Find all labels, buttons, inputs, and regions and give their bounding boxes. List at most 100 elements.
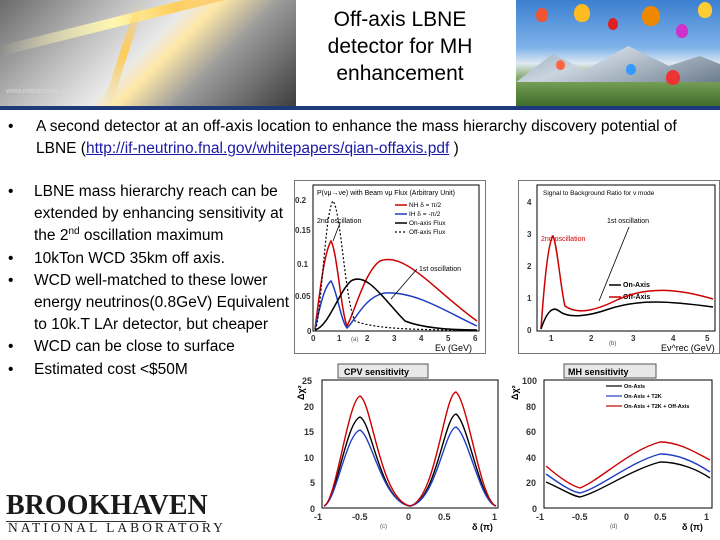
- plot-c-ylabel: Δχ²: [296, 385, 306, 400]
- ytick: 10: [304, 453, 314, 463]
- ytick: 5: [310, 478, 315, 488]
- header-divider: [0, 106, 720, 110]
- legend-label: Off-Axis: [623, 294, 650, 301]
- list-item: • 10kTon WCD 35km off axis.: [8, 248, 304, 270]
- ytick: 0.2: [295, 196, 307, 205]
- bullet-dot: •: [8, 118, 14, 135]
- ytick: 20: [526, 478, 536, 488]
- header-photo-balloons: [516, 0, 720, 106]
- legend-label: IH δ = -π/2: [409, 211, 441, 218]
- plot-d-xlabel: δ (π): [682, 522, 703, 532]
- xtick: 2: [365, 334, 370, 343]
- ytick: 80: [526, 402, 536, 412]
- ytick: 0.1: [297, 260, 309, 269]
- legend-label: On-axis Flux: [409, 220, 446, 227]
- ytick: 0.15: [295, 226, 311, 235]
- plot-signal-background-ratio: Signal to Background Ratio for ν mode 4 …: [518, 180, 720, 354]
- ytick: 0: [307, 327, 312, 336]
- legend-label: On-Axis: [624, 384, 645, 390]
- plot-a-panel: (a): [351, 337, 358, 343]
- bullet-text: WCD can be close to surface: [34, 338, 235, 356]
- ytick: 60: [526, 427, 536, 437]
- logo-bottom-text: NATIONAL LABORATORY: [8, 520, 226, 535]
- plot-b-xlabel: Eν^rec (GeV): [661, 343, 715, 353]
- bullet-text: LBNE mass hierarchy reach can be extende…: [34, 183, 284, 245]
- plot-b-title: Signal to Background Ratio for ν mode: [543, 190, 655, 197]
- ytick: 3: [527, 230, 532, 239]
- plot-c-title: CPV sensitivity: [344, 367, 409, 377]
- legend-label: NH δ = π/2: [409, 202, 442, 209]
- plot-c-xlabel: δ (π): [472, 522, 493, 532]
- xtick: 3: [631, 334, 636, 343]
- bullet-dot: •: [8, 360, 14, 378]
- xtick: 1: [337, 334, 342, 343]
- plot-c-panel: (c): [380, 524, 387, 530]
- bullet-dot: •: [8, 338, 14, 356]
- ytick: 0: [527, 326, 532, 335]
- slide-title: Off-axis LBNE detector for MH enhancemen…: [327, 8, 473, 85]
- xtick: 1: [704, 512, 709, 522]
- bullet-intro-tail: ): [449, 140, 459, 157]
- bullet-dot: •: [8, 271, 14, 289]
- mh-curve-on-axis: [545, 461, 711, 498]
- bullet-sup: nd: [68, 226, 80, 238]
- ytick: 4: [527, 198, 532, 207]
- mh-curve-t2k: [545, 453, 711, 494]
- xtick: 2: [589, 334, 594, 343]
- ytick: 1: [527, 294, 532, 303]
- ytick: 25: [302, 376, 312, 386]
- legend-label: On-Axis + T2K + Off-Axis: [624, 404, 689, 410]
- ytick: 15: [304, 427, 314, 437]
- xtick: -1: [314, 512, 322, 522]
- bullet-dot: •: [8, 249, 14, 267]
- list-item: • LBNE mass hierarchy reach can be exten…: [8, 181, 304, 248]
- plot-d-title: MH sensitivity: [568, 367, 629, 377]
- plot-b-panel: (b): [609, 341, 616, 347]
- on-axis-ratio-curve: [540, 301, 714, 330]
- xtick: 0: [406, 512, 411, 522]
- mh-curve-off-axis: [545, 441, 711, 489]
- xtick: -1: [536, 512, 544, 522]
- plot-a-title: P(νμ→νe) with Beam νμ Flux (Arbitrary Un…: [317, 190, 455, 197]
- xtick: 0.5: [438, 512, 451, 522]
- list-item: • WCD well-matched to these lower energy…: [8, 270, 304, 337]
- plot-b-1st-label: 1st oscillation: [607, 218, 649, 225]
- bullet-text-tail: oscillation maximum: [79, 227, 224, 245]
- plot-cpv-sensitivity: CPV sensitivity Δχ² 25 20 15 10 5 0 -1 -…: [296, 362, 506, 532]
- bullet-dot: •: [8, 183, 14, 200]
- ytick: 0.05: [295, 292, 311, 301]
- logo-top-text: BROOKHAVEN: [6, 490, 208, 521]
- xtick: 1: [492, 512, 497, 522]
- plot-b-2nd-label: 2nd oscillation: [541, 236, 585, 243]
- plot-a-2nd-label: 2nd oscillation: [317, 218, 361, 225]
- legend-label: Off-axis Flux: [409, 229, 446, 236]
- xtick: 3: [392, 334, 397, 343]
- xtick: 0.5: [654, 512, 667, 522]
- xtick: -0.5: [572, 512, 588, 522]
- ytick: 2: [527, 262, 532, 271]
- xtick: 4: [419, 334, 424, 343]
- legend-label: On-Axis + T2K: [624, 394, 662, 400]
- ih-curve: [314, 279, 478, 330]
- plot-d-ylabel: Δχ²: [510, 385, 520, 400]
- bullet-text: Estimated cost <$50M: [34, 360, 188, 378]
- xtick: 6: [473, 334, 478, 343]
- cpv-curve-3: [323, 391, 497, 507]
- whitepaper-link[interactable]: http://if-neutrino.fnal.gov/whitepapers/…: [85, 140, 450, 157]
- off-axis-ratio-curve: [540, 234, 714, 330]
- bullet-text: 10kTon WCD 35km off axis.: [34, 249, 225, 267]
- plot-a-xlabel: Eν (GeV): [435, 343, 472, 353]
- off-axis-flux-curve: [314, 200, 478, 331]
- ytick: 0: [310, 504, 315, 514]
- bullet-text: WCD well-matched to these lower energy n…: [34, 271, 290, 334]
- list-item: • Estimated cost <$50M: [8, 359, 304, 381]
- nh-curve: [314, 239, 478, 330]
- xtick: 0: [311, 334, 316, 343]
- ytick: 40: [526, 453, 536, 463]
- bullet-intro-text: A second detector at an off-axis locatio…: [36, 118, 677, 157]
- header-photo-accelerator: www.interactions.org: [0, 0, 296, 106]
- bullet-intro: • A second detector at an off-axis locat…: [8, 116, 708, 160]
- xtick: 4: [671, 334, 676, 343]
- photo-watermark: www.interactions.org: [6, 88, 71, 95]
- ytick: 100: [522, 376, 537, 386]
